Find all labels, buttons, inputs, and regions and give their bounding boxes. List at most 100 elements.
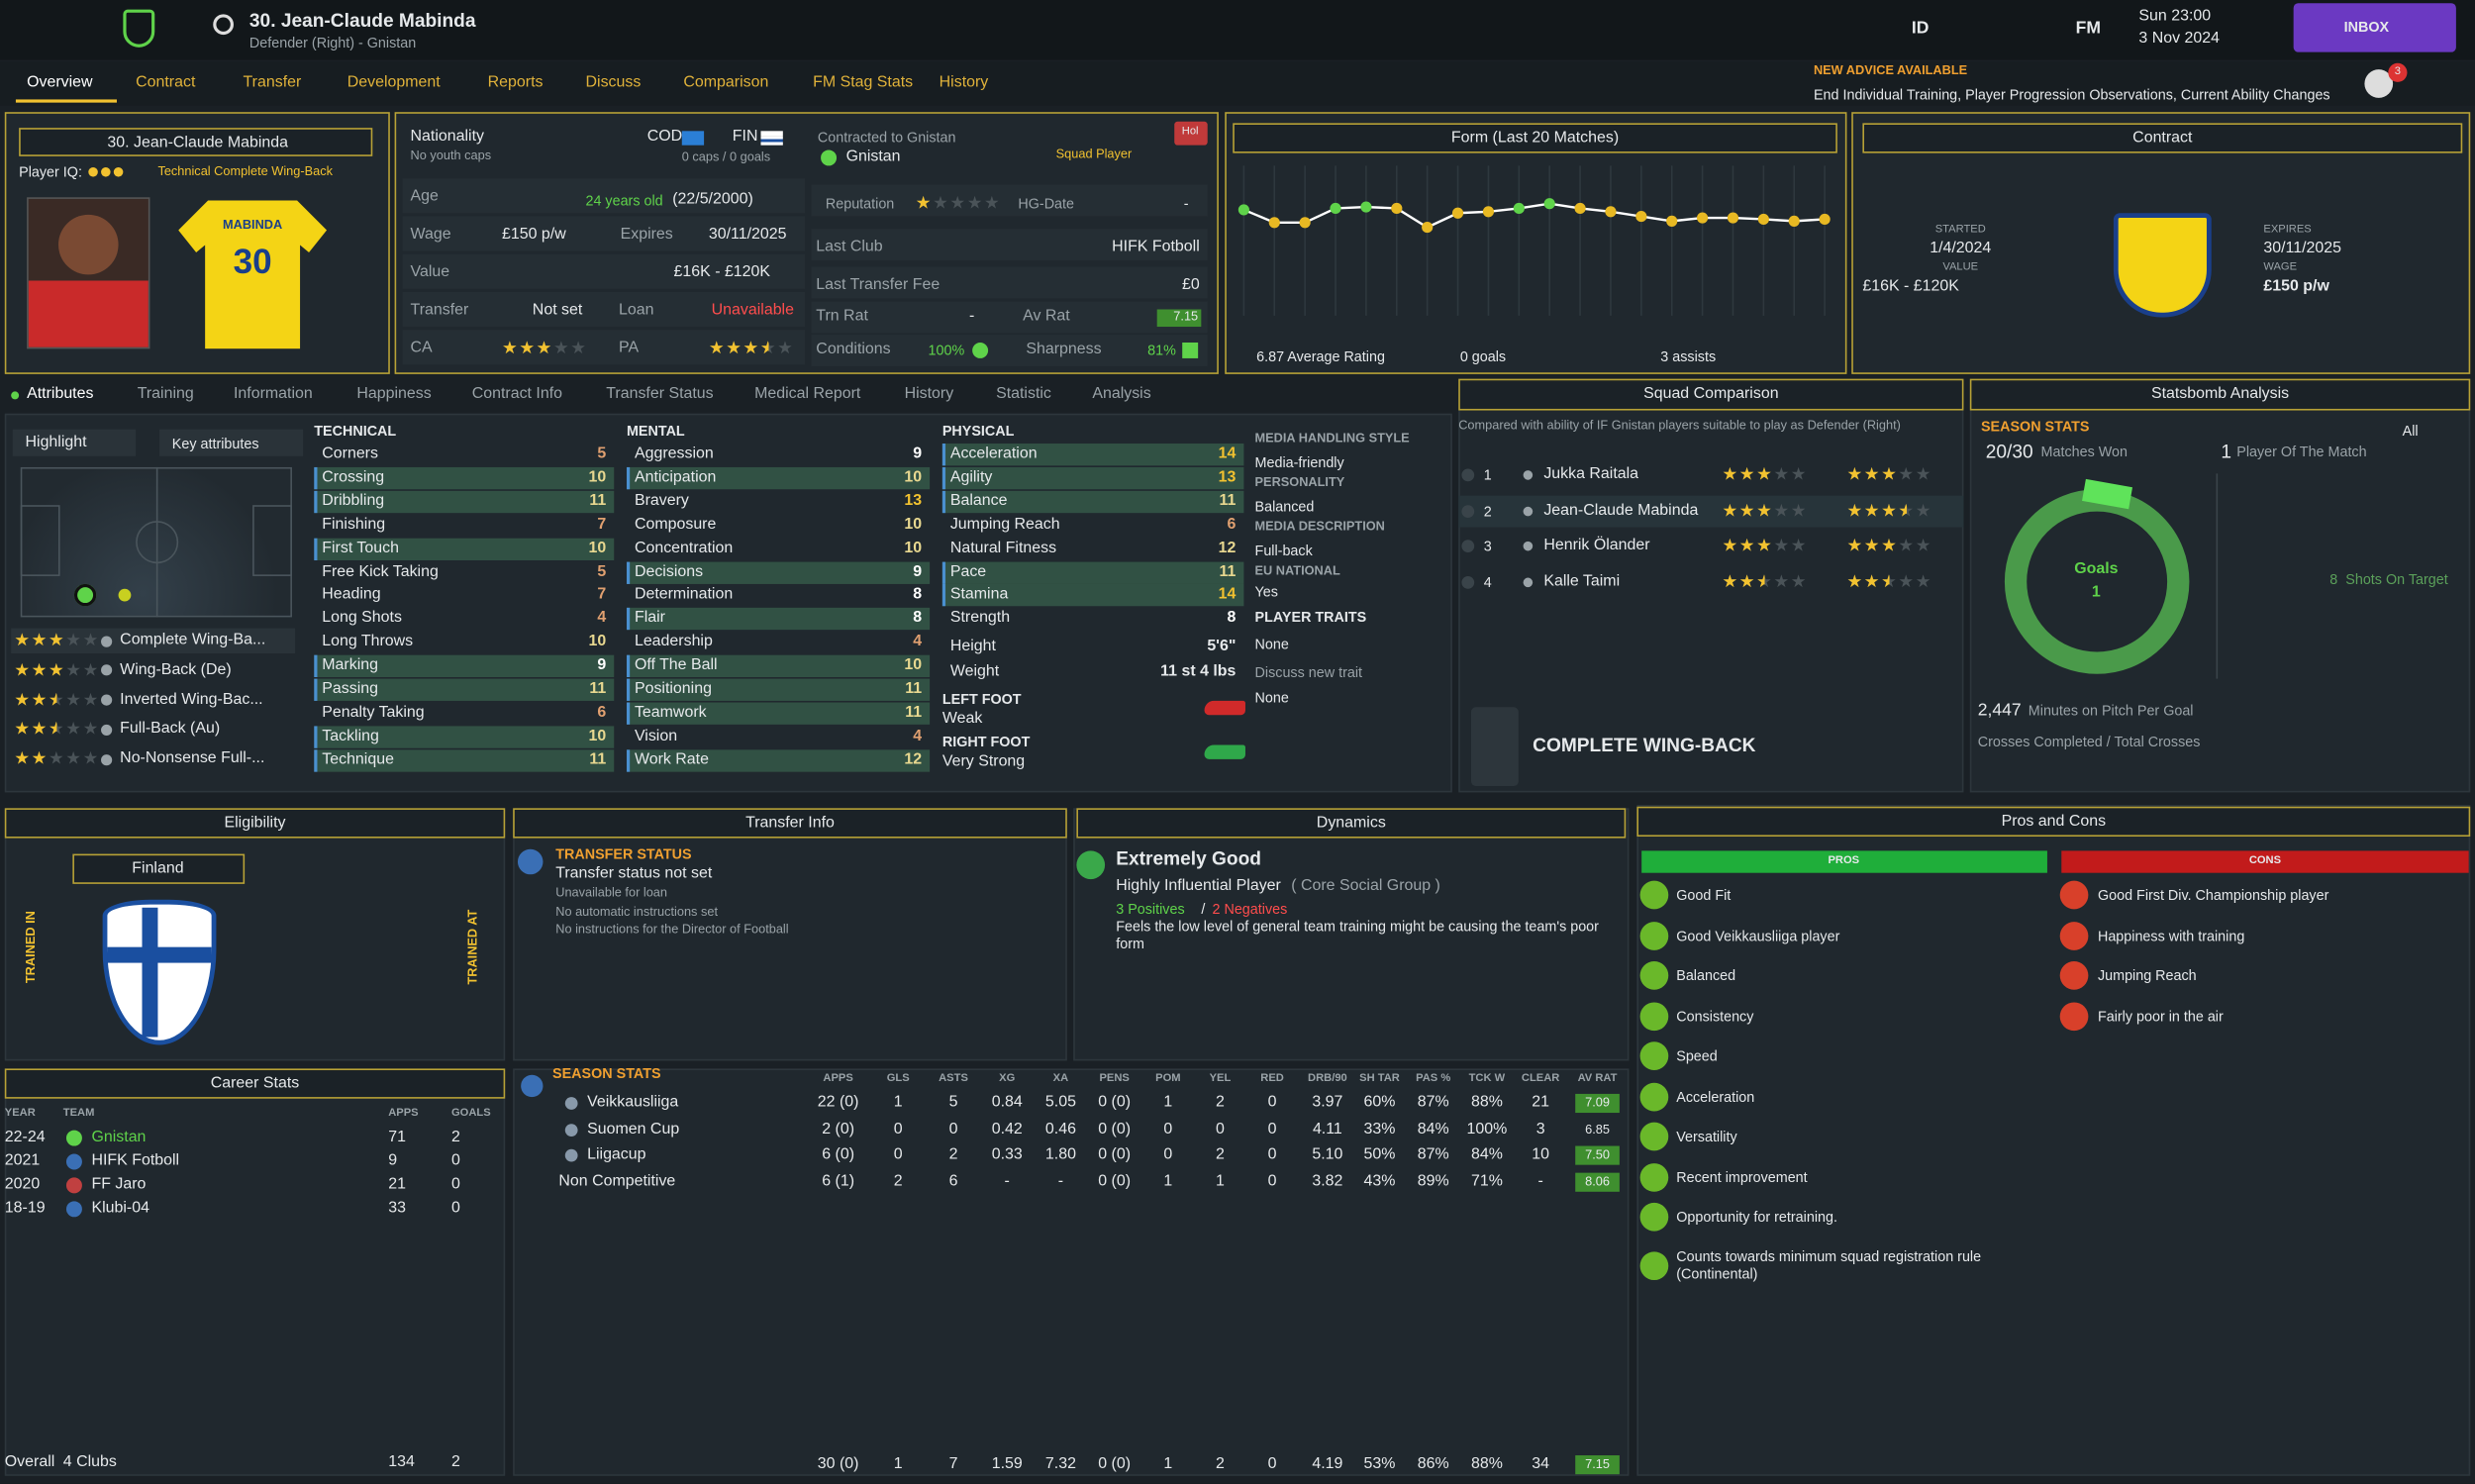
top-bar (0, 0, 2475, 60)
tab[interactable]: Training (137, 385, 194, 403)
label: 6.85 (1585, 1121, 1610, 1137)
tab[interactable]: Happiness (356, 385, 432, 403)
label: Wage (410, 225, 451, 244)
nav-item[interactable]: Development (346, 73, 441, 92)
label: Loan (619, 301, 654, 320)
label: 18-19 (4, 1199, 46, 1218)
tab[interactable]: Information (233, 385, 313, 403)
nav-item[interactable]: Overview (27, 73, 93, 92)
label: Agility (949, 468, 993, 486)
label[interactable]: INBOX (2343, 19, 2390, 36)
label: MENTAL (626, 423, 685, 440)
label: 71 (388, 1128, 406, 1146)
label: FF Jaro (91, 1175, 147, 1194)
label: 0.46 (1044, 1120, 1076, 1138)
pitch-circle (136, 521, 179, 564)
label: Happiness with training (2097, 927, 2245, 943)
form-panel (1225, 112, 1847, 374)
label: First Touch (322, 539, 399, 557)
label: Acceleration (949, 445, 1038, 463)
panel-header[interactable] (1636, 806, 2471, 838)
dropdown[interactable] (159, 429, 304, 456)
panel-header[interactable] (1076, 808, 1627, 839)
label: 0 (0) (1098, 1093, 1132, 1112)
label: 22-24 (4, 1128, 46, 1146)
label: No automatic instructions set (555, 903, 719, 919)
label: Anticipation (634, 468, 717, 486)
inbox-button[interactable] (2293, 3, 2456, 52)
label: 24 years old (585, 192, 663, 209)
label: ( Core Social Group ) (1291, 877, 1440, 896)
tab[interactable]: Contract Info (471, 385, 563, 403)
search-icon (213, 14, 234, 36)
label: Squad Player (1055, 147, 1133, 161)
panel-header[interactable] (1233, 123, 1837, 153)
panel-header[interactable] (4, 1068, 506, 1099)
label: 6 (1) (822, 1172, 855, 1190)
label: Vision (634, 727, 678, 745)
nav-item[interactable]: Reports (487, 73, 544, 92)
dynamics-icon (1076, 850, 1106, 880)
label: Overall (4, 1453, 55, 1471)
label: Balance (949, 492, 1008, 510)
nav-item[interactable]: Comparison (683, 73, 769, 92)
row-bg (402, 178, 806, 214)
nav-item[interactable]: FM Stag Stats (813, 73, 914, 92)
label: 13 (904, 492, 923, 510)
panel-title: Form (Last 20 Matches) (1450, 128, 1620, 147)
key-highlight (314, 678, 615, 701)
con-icon (2059, 1002, 2089, 1031)
label: MEDIA HANDLING STYLE (1254, 431, 1410, 445)
panel-header[interactable] (1862, 123, 2463, 153)
nav-item[interactable]: Discuss (585, 73, 642, 92)
nav-item[interactable]: Transfer (243, 73, 302, 92)
label[interactable]: All (2402, 423, 2419, 440)
panel-header[interactable] (1458, 378, 1964, 411)
label[interactable]: Key attributes (171, 436, 259, 451)
label: Hol (1181, 126, 1199, 138)
label: 7.32 (1044, 1455, 1076, 1473)
label[interactable]: ID (1911, 19, 1930, 39)
label: Off The Ball (634, 656, 718, 674)
label: PLAYER TRAITS (1254, 609, 1367, 626)
panel-header[interactable] (4, 808, 506, 839)
pros-cons-panel (1636, 805, 2471, 1476)
label: 50% (1363, 1145, 1396, 1164)
label: 1 (2221, 440, 2231, 463)
tab[interactable]: Analysis (1092, 385, 1151, 403)
label: 2020 (4, 1175, 41, 1194)
label: 10 (588, 727, 607, 745)
panel-title: Eligibility (224, 813, 286, 832)
label: 0 (1267, 1172, 1277, 1190)
tab[interactable]: Statistic (996, 385, 1051, 403)
label[interactable]: FM (2075, 19, 2101, 39)
nav-item[interactable]: History (939, 73, 989, 92)
row-bg (811, 266, 1208, 299)
label: 88% (1470, 1455, 1503, 1473)
star-rating (14, 721, 100, 740)
tab[interactable]: Medical Report (754, 385, 861, 403)
label: 30 (0) (817, 1455, 859, 1473)
label: DRB/90 (1308, 1073, 1347, 1085)
dropdown[interactable] (12, 429, 137, 456)
label: 7.50 (1585, 1147, 1610, 1162)
label: 9 (913, 562, 923, 580)
label: 134 (388, 1453, 415, 1471)
club-badge (65, 1177, 82, 1194)
label[interactable]: Discuss new trait (1254, 664, 1363, 681)
label: Non Competitive (558, 1172, 676, 1190)
tab[interactable]: Attributes (27, 385, 94, 403)
panel-header[interactable] (513, 808, 1067, 839)
label: MEDIA DESCRIPTION (1254, 519, 1385, 534)
tab[interactable]: History (904, 385, 954, 403)
label: Sharpness (1026, 341, 1102, 358)
nav-item[interactable]: Contract (136, 73, 196, 92)
label: TRAINED AT (465, 909, 480, 985)
panel-header[interactable] (1969, 378, 2471, 411)
label: 14 (1218, 586, 1237, 604)
tab[interactable]: Transfer Status (606, 385, 714, 403)
label: Sun 23:00 (2138, 7, 2212, 26)
label: SEASON STATS (1980, 418, 2090, 435)
label[interactable]: Highlight (25, 434, 87, 451)
row-dot (1461, 540, 1475, 553)
